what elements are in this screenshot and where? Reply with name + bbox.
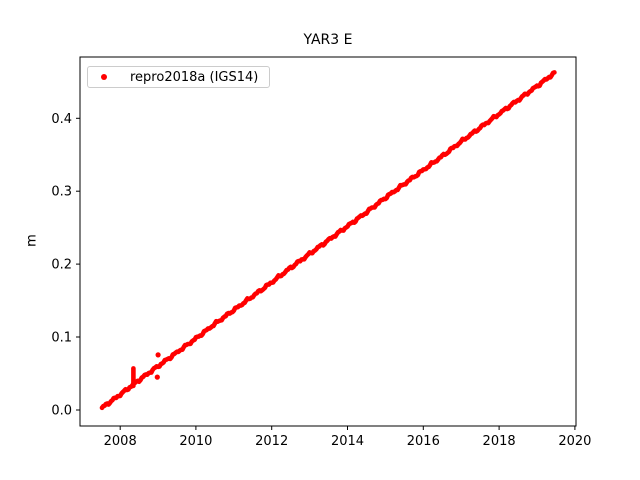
x-tick-label: 2010 <box>179 434 212 449</box>
outlier-point <box>154 374 160 380</box>
y-axis-label: m <box>24 234 40 247</box>
legend: repro2018a (IGS14) <box>87 66 271 88</box>
outlier-point <box>155 352 161 358</box>
y-tick-label: 0.0 <box>51 404 72 419</box>
legend-entry-label: repro2018a (IGS14) <box>130 69 259 85</box>
x-tick-label: 2020 <box>558 434 591 449</box>
axes-frame <box>79 56 577 427</box>
y-tick-label: 0.3 <box>51 185 72 200</box>
x-tick-label: 2014 <box>331 434 364 449</box>
x-tick-label: 2012 <box>255 434 288 449</box>
x-tick-label: 2016 <box>407 434 440 449</box>
legend-marker-dot-icon <box>101 74 107 80</box>
y-tick-label: 0.1 <box>51 331 72 346</box>
x-tick-label: 2018 <box>483 434 516 449</box>
x-tick-label: 2008 <box>104 434 137 449</box>
y-tick-label: 0.4 <box>51 112 72 127</box>
chart-title: YAR3 E <box>303 32 353 48</box>
y-tick-label: 0.2 <box>51 258 72 273</box>
data-series <box>99 70 557 411</box>
